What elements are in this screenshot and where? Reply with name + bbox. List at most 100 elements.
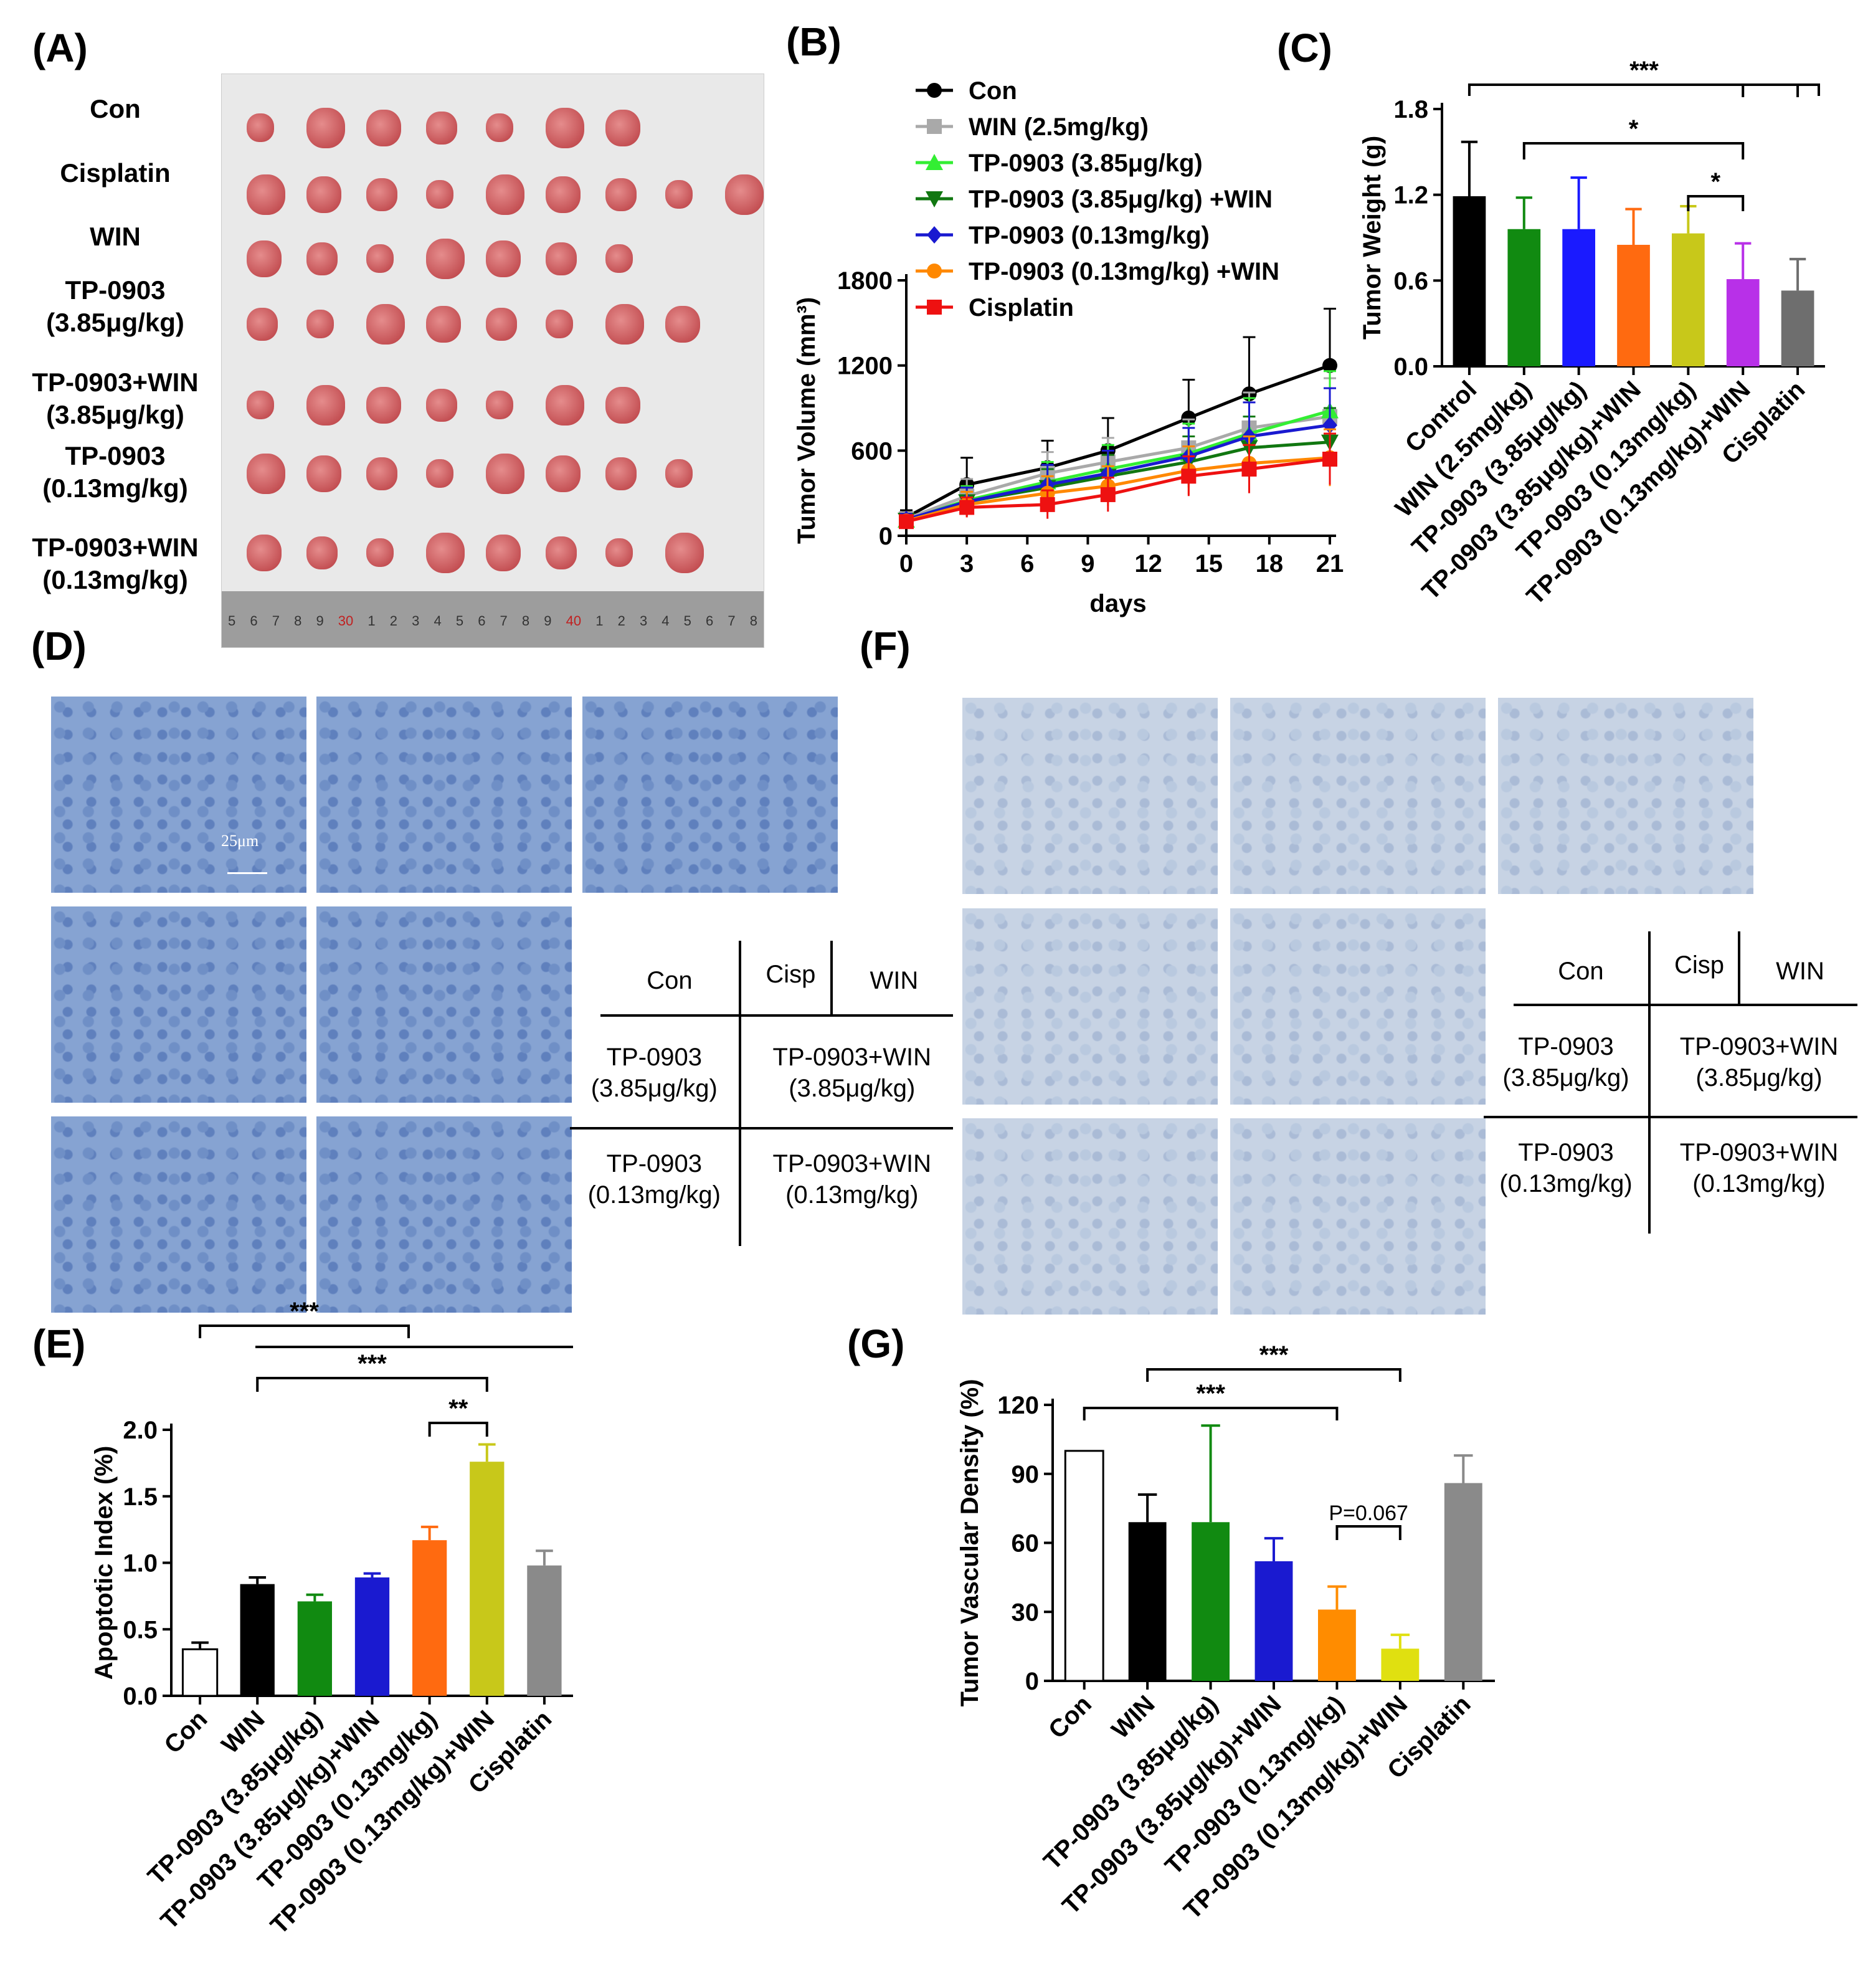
tumor-specimen xyxy=(665,306,700,343)
bar xyxy=(297,1601,332,1696)
tumor-specimen xyxy=(546,536,577,569)
y-tick-label: 30 xyxy=(1012,1599,1040,1626)
significance-label: ** xyxy=(448,1395,468,1422)
ruler-number: 4 xyxy=(434,613,442,629)
x-tick-label: 12 xyxy=(1134,550,1162,578)
y-tick-label: 1.2 xyxy=(1393,182,1428,209)
tumor-specimen xyxy=(366,387,401,424)
data-point xyxy=(926,154,943,170)
ruler-number: 8 xyxy=(749,613,757,629)
legend-label: WIN (2.5mg/kg) xyxy=(969,113,1149,141)
layout-cell: TP-0903+WIN (3.85μg/kg) xyxy=(772,1043,932,1102)
significance-label: * xyxy=(1710,168,1720,196)
x-tick-label: 6 xyxy=(1020,550,1034,578)
panel-f-ihc-image xyxy=(962,698,1218,894)
tumor-specimen xyxy=(426,533,465,574)
bar xyxy=(1453,196,1486,366)
legend-label: TP-0903 (0.13mg/kg) +WIN xyxy=(969,258,1279,285)
panel-label-f: (F) xyxy=(860,624,911,668)
grid-line xyxy=(738,941,741,1246)
tumor-specimen xyxy=(665,459,693,488)
tumor-specimen xyxy=(247,308,278,341)
panel-label-e: (E) xyxy=(32,1321,86,1366)
chart-g-vascular-density: 0 30 60 90 120 Tumor Vascular Density (%) Con W… xyxy=(956,1341,1495,1924)
tumor-specimen xyxy=(366,457,397,490)
ruler-number: 6 xyxy=(706,613,714,629)
legend-label: TP-0903 (0.13mg/kg) xyxy=(969,222,1210,249)
tumor-specimen xyxy=(486,240,521,277)
panel-f-ihc-image xyxy=(1498,698,1753,894)
photo-row-label: TP-0903+WIN (3.85μg/kg) xyxy=(32,368,199,429)
tumor-specimen xyxy=(426,389,457,422)
y-tick-label: 0.5 xyxy=(123,1616,158,1643)
ruler-number: 8 xyxy=(521,613,530,629)
tumor-specimen xyxy=(605,387,640,424)
ruler-number: 40 xyxy=(566,613,582,629)
ruler-number: 5 xyxy=(455,613,464,629)
bar xyxy=(1318,1609,1356,1681)
y-tick-label: 0.0 xyxy=(123,1683,158,1710)
y-tick-label: 1.8 xyxy=(1393,96,1428,123)
layout-cell: TP-0903 (0.13mg/kg) xyxy=(1499,1138,1633,1197)
layout-cell: WIN xyxy=(870,967,919,995)
photo-row-label: TP-0903+WIN (0.13mg/kg) xyxy=(32,533,199,594)
tumor-specimen xyxy=(247,174,285,216)
tumor-specimen xyxy=(306,385,345,426)
bar xyxy=(527,1565,562,1696)
y-tick-label: 1.5 xyxy=(123,1483,158,1511)
tumor-specimen xyxy=(725,174,764,216)
layout-cell: TP-0903+WIN (0.13mg/kg) xyxy=(1679,1138,1839,1197)
grid-line xyxy=(1738,931,1740,1004)
ruler-number: 1 xyxy=(595,613,604,629)
significance-bracket xyxy=(256,1377,488,1392)
ruler-number: 30 xyxy=(338,613,354,629)
tumor-specimen xyxy=(486,391,513,420)
grid-line xyxy=(1484,1115,1857,1118)
tumor-specimen xyxy=(366,538,394,568)
tumor-specimen xyxy=(486,113,513,143)
data-point xyxy=(927,119,942,134)
bar xyxy=(1444,1483,1482,1681)
tumor-specimen xyxy=(306,536,338,569)
tumor-specimen xyxy=(605,244,633,273)
x-tick-label: 3 xyxy=(960,550,974,578)
bar xyxy=(1562,229,1595,366)
y-tick-label: 1200 xyxy=(837,353,893,380)
bar xyxy=(412,1540,447,1696)
layout-cell: WIN xyxy=(1776,957,1824,985)
panel-f-ihc-image xyxy=(1230,908,1486,1105)
x-tick-label: 0 xyxy=(899,550,913,578)
tumor-specimen xyxy=(605,178,637,211)
tumor-specimen xyxy=(486,454,524,495)
tumor-specimen xyxy=(605,457,637,490)
layout-cell: TP-0903+WIN (3.85μg/kg) xyxy=(1679,1033,1839,1092)
bar xyxy=(181,1648,219,1697)
ruler-number: 2 xyxy=(389,613,397,629)
tumor-specimen xyxy=(665,180,693,209)
panel-d-ihc-image xyxy=(316,1116,572,1313)
y-tick-label: 120 xyxy=(997,1392,1039,1419)
panel-d-ihc-image xyxy=(582,697,838,893)
significance-bracket xyxy=(428,1422,488,1437)
panel-f-ihc-image xyxy=(1230,698,1486,894)
tumor-specimen xyxy=(247,535,282,571)
ruler-numbers: 5 6 7 8 9 30 1 2 3 4 5 6 7 8 9 40 1 2 3 4 5 6 7 8 xyxy=(228,613,757,638)
bar xyxy=(1672,233,1705,366)
tumor-specimen xyxy=(366,178,397,211)
y-tick-label: 0 xyxy=(879,523,893,550)
data-point xyxy=(927,226,942,244)
panel-d-ihc-image xyxy=(51,1116,306,1313)
y-axis-label: Tumor Vascular Density (%) xyxy=(956,1379,984,1706)
layout-cell: Cisp xyxy=(1674,951,1725,979)
grid-line xyxy=(1648,931,1651,1234)
bar xyxy=(1617,244,1650,366)
tumor-specimen xyxy=(247,454,285,495)
tumor-specimen xyxy=(426,112,457,145)
significance-label: *** xyxy=(358,1350,387,1377)
panel-label-g: (G) xyxy=(847,1321,905,1366)
grid-line xyxy=(570,1126,953,1130)
layout-cell: Con xyxy=(1558,957,1604,985)
ruler-number: 9 xyxy=(316,613,324,629)
